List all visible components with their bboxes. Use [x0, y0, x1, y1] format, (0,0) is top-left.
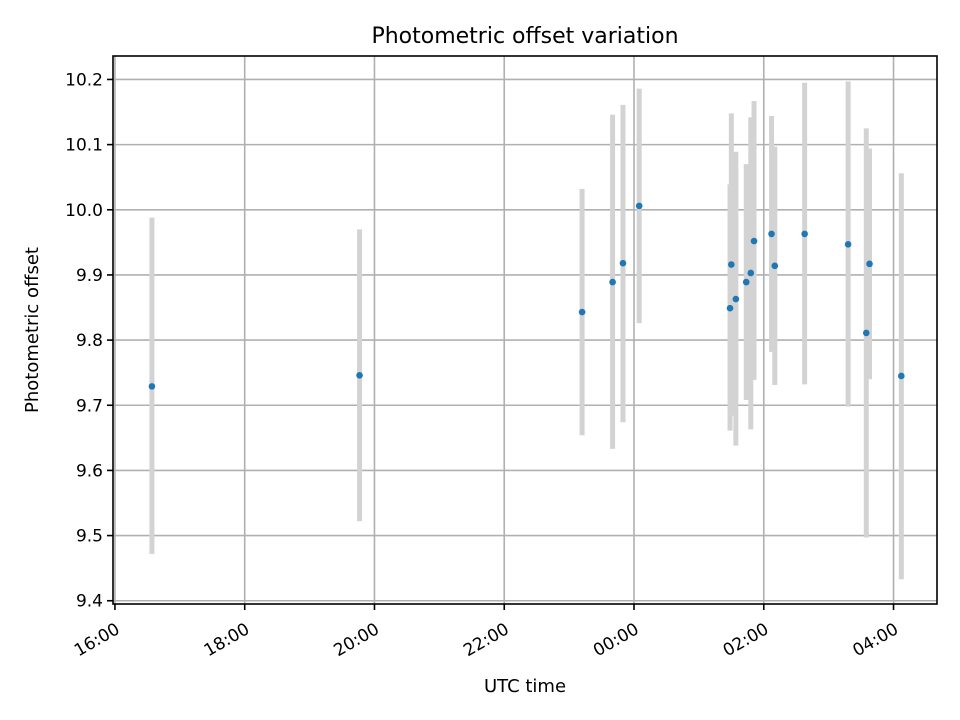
x-axis-label: UTC time	[484, 676, 566, 697]
y-tick-label: 10.1	[65, 136, 103, 156]
y-tick-label: 9.6	[76, 461, 103, 481]
data-point	[771, 262, 779, 270]
y-tick-label: 9.5	[76, 527, 103, 547]
data-point	[750, 237, 758, 245]
y-tick-label: 9.9	[76, 266, 103, 286]
y-tick-label: 10.2	[65, 70, 103, 90]
data-point	[866, 260, 873, 268]
point-layer	[148, 202, 905, 390]
y-tick-label: 9.4	[76, 592, 103, 612]
data-point	[732, 295, 740, 303]
data-point	[801, 230, 808, 238]
data-point	[898, 372, 905, 380]
y-tick-label: 9.7	[76, 396, 103, 416]
data-point	[768, 230, 775, 238]
data-point	[728, 261, 735, 268]
data-point	[844, 241, 852, 248]
plot-frame	[112, 55, 938, 605]
data-point	[742, 278, 750, 286]
data-point	[747, 269, 755, 277]
y-tick-label: 9.8	[76, 331, 103, 351]
data-point	[635, 202, 643, 210]
data-point	[356, 371, 363, 379]
chart-title: Photometric offset variation	[371, 24, 678, 49]
data-point	[609, 278, 616, 286]
grid-layer	[113, 56, 937, 604]
data-point	[862, 329, 870, 337]
y-tick-label: 10.0	[65, 201, 103, 221]
data-point	[578, 308, 586, 316]
y-axis-label: Photometric offset	[22, 247, 43, 413]
data-point	[726, 304, 734, 312]
data-point	[148, 383, 156, 390]
data-point	[619, 259, 627, 267]
